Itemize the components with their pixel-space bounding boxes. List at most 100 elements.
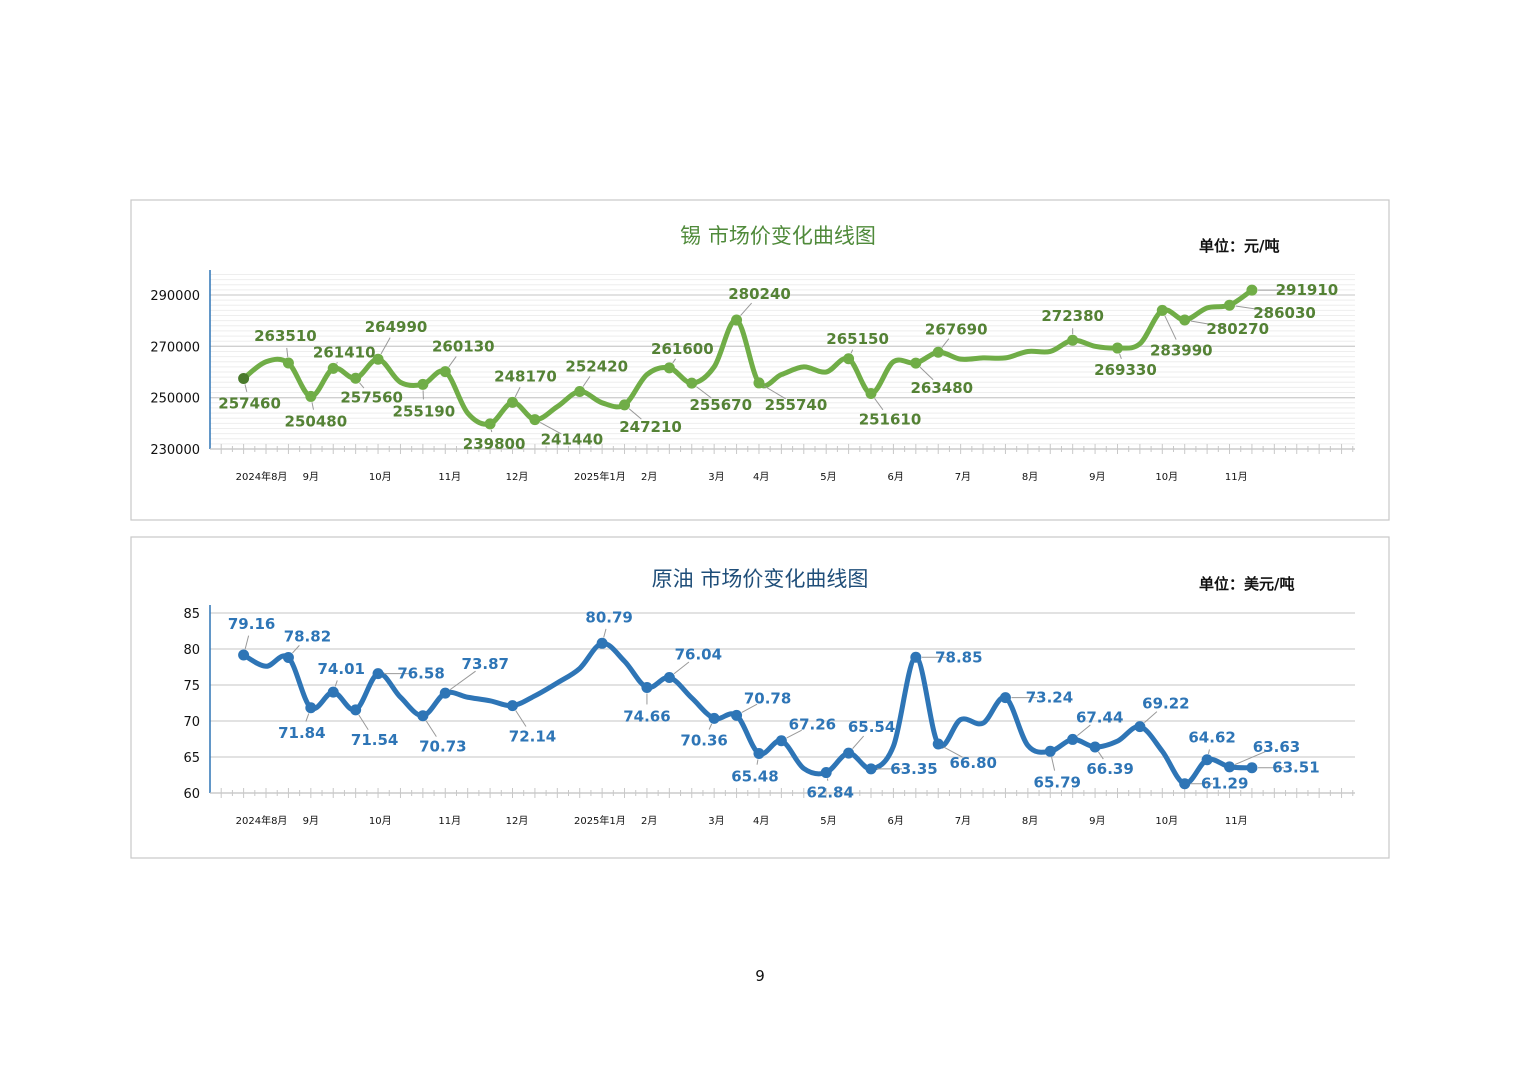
data-point-marker	[910, 651, 922, 663]
data-label: 269330	[1094, 361, 1157, 379]
data-points: 257460 263510 250480 261410 257560 264990 2551…	[218, 281, 1338, 453]
data-label: 247210	[619, 418, 682, 436]
data-label: 69.22	[1142, 695, 1189, 713]
x-tick-label: 5月	[820, 471, 836, 483]
data-label: 280240	[728, 285, 791, 303]
leader-line	[334, 680, 338, 687]
data-label: 257460	[218, 395, 281, 413]
y-tick-label: 85	[183, 607, 200, 622]
data-label: 267690	[925, 320, 988, 338]
data-point-marker	[282, 357, 294, 369]
leader-line	[740, 302, 752, 316]
data-point-marker	[529, 414, 541, 426]
x-tick-label: 3月	[708, 815, 724, 827]
x-tick-label: 9月	[303, 471, 319, 483]
data-point-marker	[865, 388, 877, 400]
data-label: 260130	[432, 338, 495, 356]
data-point-marker	[843, 353, 855, 365]
x-tick-label: 8月	[1022, 471, 1038, 483]
leader-line	[786, 729, 802, 739]
data-label: 76.04	[675, 646, 722, 664]
y-tick-label: 230000	[150, 443, 200, 458]
leader-line	[919, 366, 934, 381]
data-label: 67.26	[789, 716, 836, 734]
leader-line	[358, 714, 369, 731]
y-tick-label: 80	[183, 643, 200, 658]
data-label: 70.36	[680, 731, 727, 749]
page-number: 9	[755, 967, 765, 985]
leader-line	[1098, 751, 1104, 760]
x-tick-label: 8月	[1022, 815, 1038, 827]
leader-line	[763, 385, 786, 400]
data-label: 239800	[463, 435, 526, 453]
data-point-marker	[1089, 741, 1101, 753]
data-point-marker	[820, 767, 832, 779]
leader-line	[305, 713, 310, 722]
data-label: 248170	[494, 367, 557, 385]
leader-line	[1207, 749, 1210, 754]
data-label: 250480	[285, 412, 348, 430]
data-point-marker	[282, 651, 294, 663]
x-tick-label: 9月	[303, 815, 319, 827]
x-tick-label: 2024年8月	[236, 814, 288, 827]
leader-line	[673, 661, 690, 675]
x-tick-label: 3月	[708, 471, 724, 483]
data-label: 251610	[859, 411, 922, 429]
data-label: 291910	[1276, 281, 1339, 299]
x-tick-label: 6月	[887, 471, 903, 483]
data-point-marker	[753, 377, 765, 389]
data-point-marker	[731, 709, 743, 721]
data-point-marker	[1067, 733, 1079, 745]
data-label: 74.01	[318, 660, 365, 678]
data-label: 64.62	[1188, 729, 1235, 747]
x-tick-label: 11月	[438, 471, 461, 483]
data-point-marker	[753, 748, 765, 760]
x-tick-label: 2025年1月	[574, 814, 626, 827]
data-point-marker	[327, 362, 339, 374]
data-label: 255740	[765, 396, 828, 414]
data-point-marker	[663, 362, 675, 374]
data-label: 74.66	[623, 707, 670, 725]
leader-line	[628, 408, 642, 420]
data-label: 78.82	[284, 627, 331, 645]
x-tick-label: 10月	[1155, 471, 1178, 483]
data-label: 73.24	[1026, 689, 1073, 707]
leader-line	[850, 349, 854, 354]
x-tick-label: 11月	[1225, 471, 1248, 483]
data-label: 286030	[1253, 304, 1316, 322]
leader-line	[1234, 751, 1266, 765]
data-label: 65.48	[731, 768, 778, 786]
chart-title: 原油 市场价变化曲线图	[652, 567, 869, 591]
leader-line	[539, 422, 562, 435]
data-label: 79.16	[228, 615, 275, 633]
data-point-marker	[619, 399, 631, 411]
data-label: 280270	[1206, 320, 1269, 338]
series-line	[241, 640, 1255, 787]
y-tick-label: 290000	[150, 289, 200, 304]
x-tick-label: 11月	[1225, 815, 1248, 827]
data-label: 261600	[651, 340, 714, 358]
data-label: 71.84	[278, 724, 325, 742]
data-point-marker	[350, 372, 362, 384]
data-label: 70.73	[419, 738, 466, 756]
data-label: 264990	[365, 318, 428, 336]
data-label: 66.80	[950, 754, 997, 772]
data-label: 263510	[254, 327, 317, 345]
data-point-marker	[327, 686, 339, 698]
x-tick-label: 6月	[887, 815, 903, 827]
leader-line	[425, 720, 437, 737]
data-label: 63.35	[890, 760, 937, 778]
leader-line	[1235, 305, 1273, 312]
leader-line	[514, 386, 521, 398]
data-label: 283990	[1150, 341, 1213, 359]
leader-line	[943, 746, 963, 758]
data-point-marker	[641, 681, 653, 693]
chart-frame	[130, 199, 1390, 521]
data-point-marker	[238, 649, 250, 661]
data-point-marker	[1179, 314, 1191, 326]
leader-line	[852, 735, 865, 749]
leader-line	[380, 337, 391, 355]
leader-line	[1144, 711, 1158, 724]
data-point-marker	[1224, 761, 1236, 773]
leader-line	[286, 347, 289, 358]
